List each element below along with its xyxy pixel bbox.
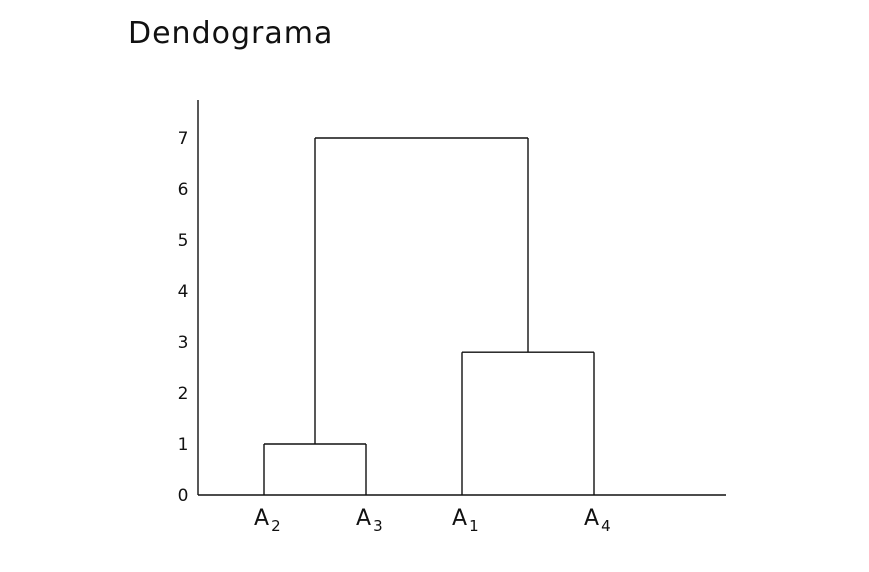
y-tick-label: 0 — [178, 486, 189, 506]
y-tick-label: 5 — [178, 231, 189, 251]
dendrogram-links — [263, 137, 595, 495]
y-tick-label: 4 — [178, 282, 189, 302]
y-tick-label: 7 — [178, 129, 189, 149]
page-title: Dendograma — [128, 16, 334, 51]
y-tick-label: 1 — [178, 435, 189, 455]
y-tick-label: 2 — [178, 384, 189, 404]
y-tick-label: 3 — [178, 333, 189, 353]
y-tick-label: 6 — [178, 180, 189, 200]
y-tick-labels: 0 1 2 3 4 5 6 7 — [178, 129, 189, 506]
